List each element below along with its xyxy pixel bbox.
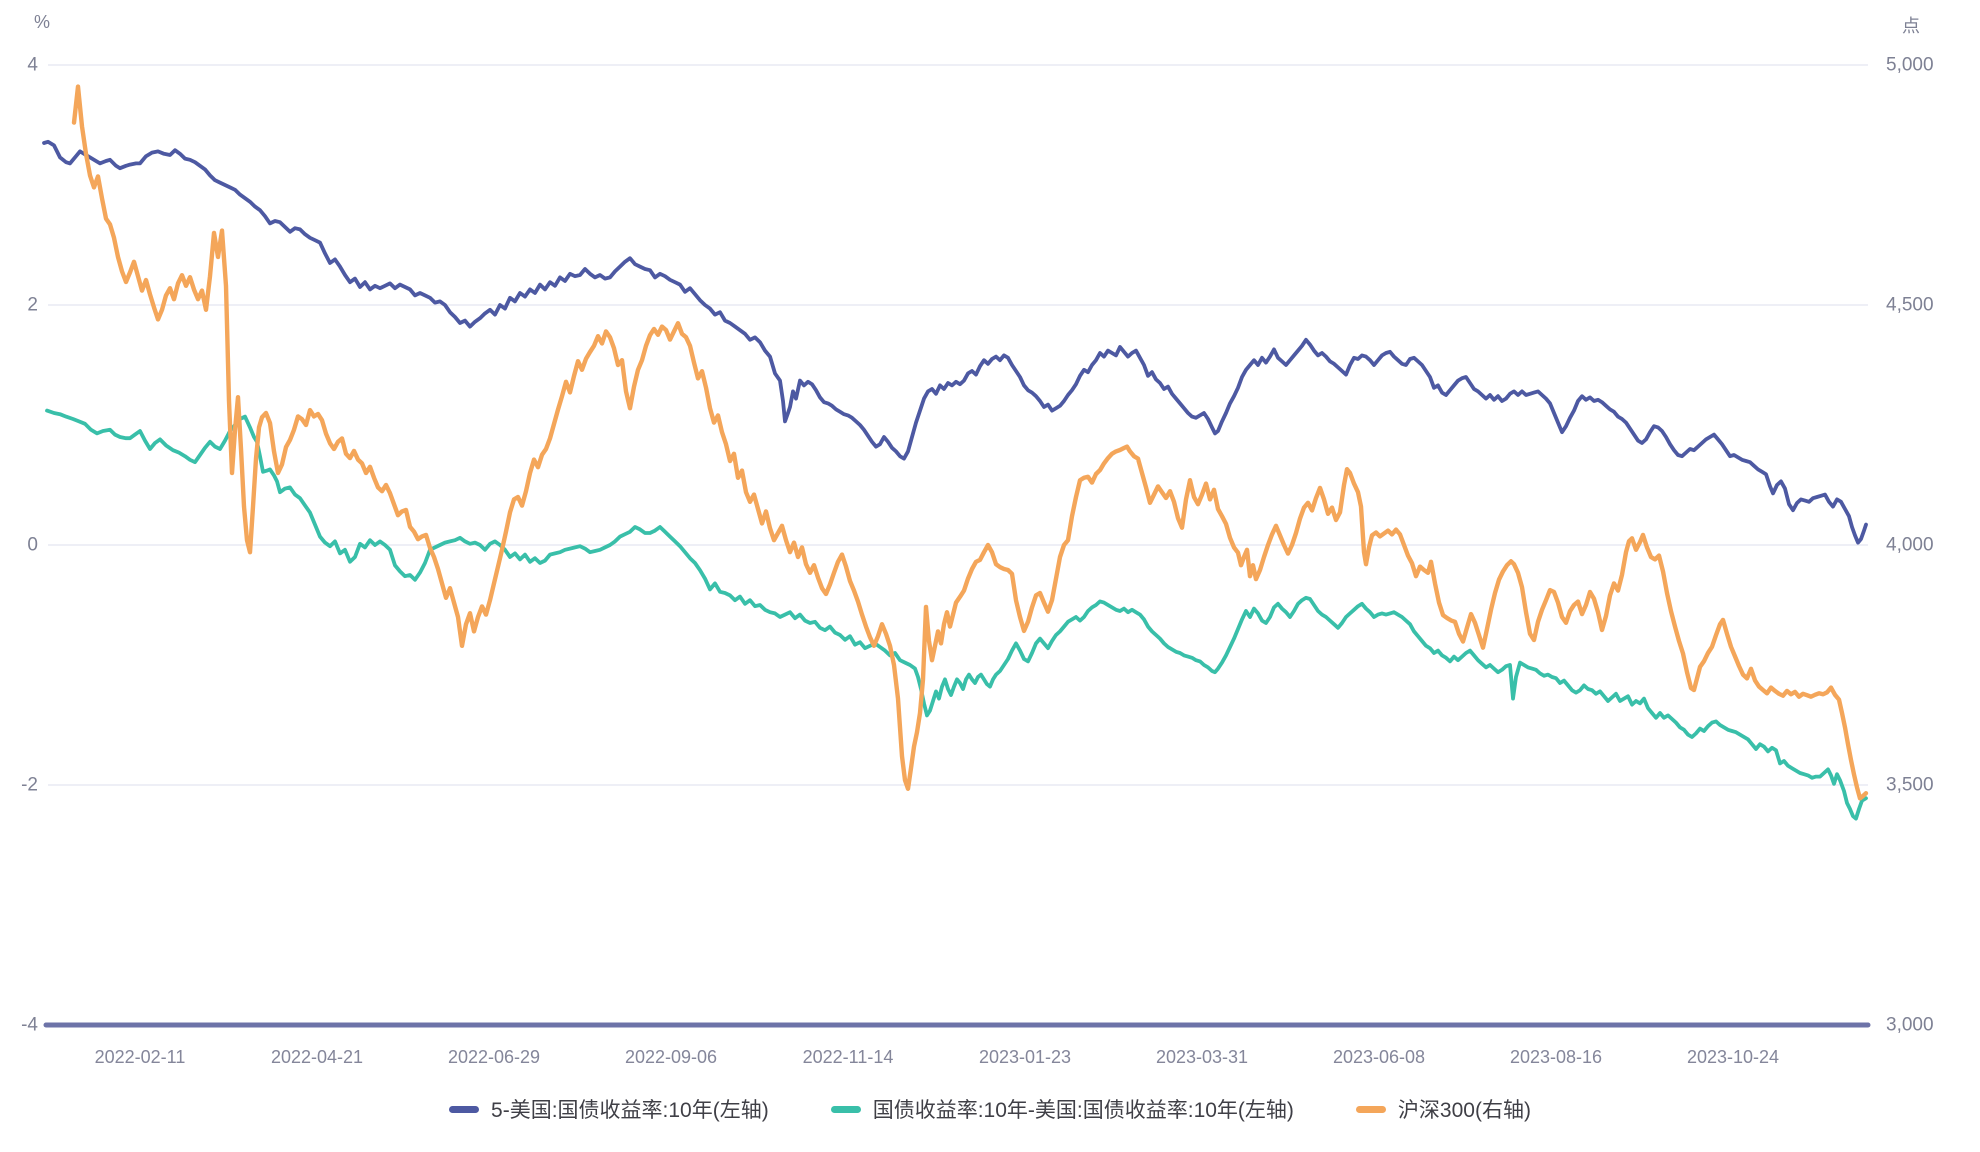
left-axis-tick-label: -4 [21,1015,38,1036]
right-axis-tick-label: 5,000 [1886,55,1934,76]
x-axis-tick-label: 2022-09-06 [625,1047,717,1067]
right-axis-unit-label: 点 [1902,16,1920,36]
legend-item-csi300[interactable]: 沪深300(右轴) [1355,1094,1531,1124]
legend-swatch-blue-line [449,1105,480,1113]
right-axis-tick-label: 3,000 [1886,1015,1934,1036]
left-axis-tick-label: 2 [27,295,38,316]
x-axis-tick-label: 2023-08-16 [1510,1047,1602,1067]
x-axis-tick-label: 2023-10-24 [1687,1047,1779,1067]
left-axis-tick-label: 4 [27,55,38,76]
x-axis-tick-label: 2023-03-31 [1156,1047,1248,1067]
left-axis-unit-label: % [34,12,51,32]
legend-label: 5-美国:国债收益率:10年(左轴) [491,1099,769,1122]
legend-swatch-orange-line [1355,1105,1386,1113]
x-axis-tick-label: 2022-06-29 [448,1047,540,1067]
right-axis-tick-label: 3,500 [1886,775,1934,796]
left-axis-tick-label: 0 [27,535,38,556]
x-axis-tick-label: 2023-01-23 [979,1047,1071,1067]
x-axis-tick-label: 2022-02-11 [95,1047,186,1067]
legend-label: 国债收益率:10年-美国:国债收益率:10年(左轴) [872,1099,1294,1122]
x-axis-tick-label: 2023-06-08 [1333,1047,1425,1067]
x-axis-tick-label: 2022-04-21 [271,1047,363,1067]
series-line-3 [71,84,1869,801]
right-axis-tick-label: 4,000 [1886,535,1934,556]
series-line-1 [42,139,1868,545]
legend-swatch-teal-line [830,1105,861,1113]
left-axis-tick-label: -2 [21,775,38,796]
x-axis-tick-label: 2022-11-14 [803,1047,894,1067]
legend-label: 沪深300(右轴) [1397,1099,1531,1122]
legend-item-cn10y-minus-us10y[interactable]: 国债收益率:10年-美国:国债收益率:10年(左轴) [830,1094,1294,1124]
legend-item-yield-spread-5-minus-us10y[interactable]: 5-美国:国债收益率:10年(左轴) [449,1094,769,1124]
legend: 5-美国:国债收益率:10年(左轴) 国债收益率:10年-美国:国债收益率:10… [0,1082,1980,1136]
right-axis-tick-label: 4,500 [1886,295,1934,316]
series-line-2 [45,408,1868,821]
